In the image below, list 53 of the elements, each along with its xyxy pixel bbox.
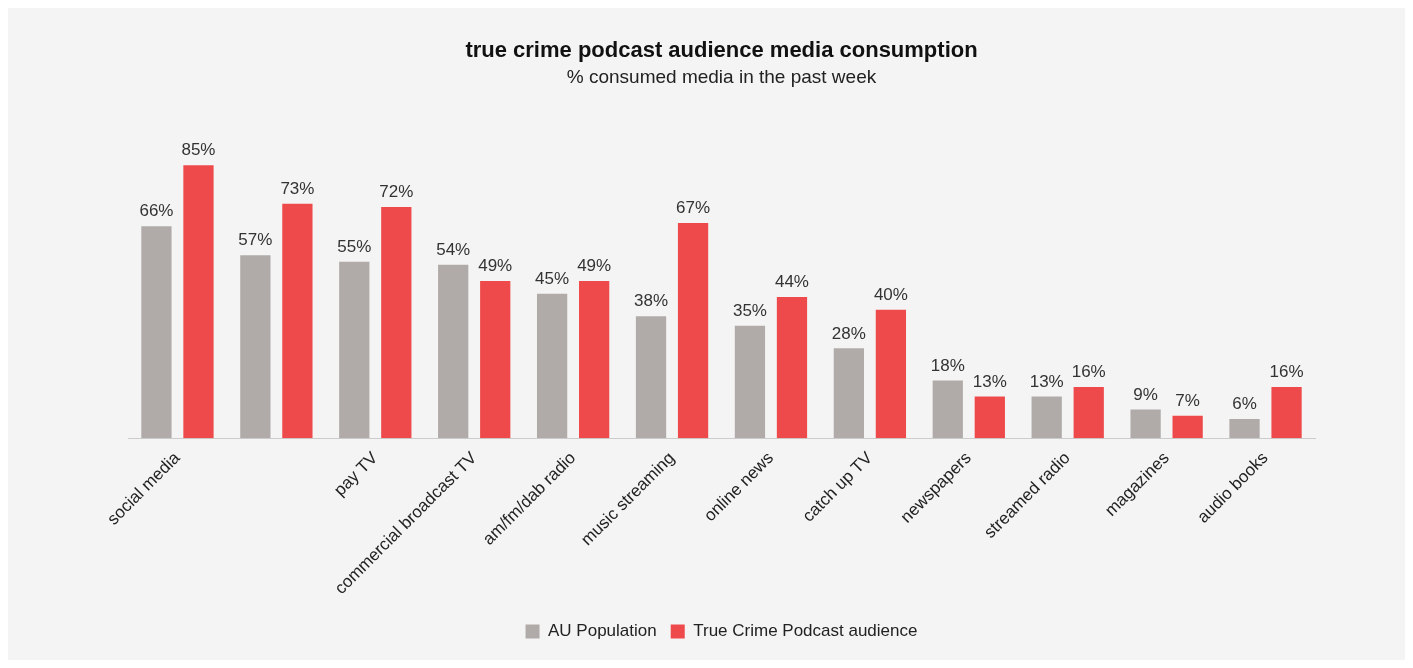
- data-label: 49%: [478, 256, 513, 276]
- bar: [932, 380, 963, 439]
- bar: [183, 165, 214, 439]
- data-label: 44%: [774, 272, 809, 292]
- bar: [734, 325, 766, 439]
- data-label: 18%: [930, 355, 965, 375]
- data-label: 13%: [1029, 371, 1064, 391]
- data-label: 16%: [1071, 362, 1106, 382]
- data-label: 6%: [1232, 394, 1257, 414]
- bar: [1172, 415, 1203, 439]
- bar: [240, 255, 271, 439]
- data-label: 85%: [181, 140, 216, 160]
- bar: [480, 280, 511, 439]
- bar: [1229, 419, 1260, 439]
- data-label: 16%: [1269, 362, 1304, 382]
- data-label: 72%: [379, 182, 414, 202]
- legend-label: AU Population: [548, 621, 657, 641]
- chart-title: true crime podcast audience media consumption: [465, 37, 978, 63]
- chart-subtitle: % consumed media in the past week: [566, 66, 877, 88]
- data-label: 9%: [1133, 384, 1158, 404]
- data-label: 54%: [436, 240, 471, 260]
- bar: [974, 396, 1005, 439]
- data-label: 55%: [337, 236, 372, 256]
- bar: [1031, 396, 1062, 439]
- data-label: 67%: [676, 198, 711, 218]
- data-label: 57%: [238, 230, 273, 250]
- bar: [677, 223, 709, 439]
- data-label: 35%: [732, 301, 767, 321]
- x-tick-label: pay TV: [330, 447, 382, 500]
- data-label: 40%: [873, 285, 908, 304]
- bar: [381, 207, 412, 439]
- bar: [536, 293, 568, 439]
- data-label: 7%: [1175, 391, 1200, 410]
- bar: [875, 309, 907, 439]
- bar: [776, 296, 808, 439]
- data-label: 28%: [831, 323, 866, 343]
- bar: [1073, 386, 1104, 439]
- data-label: 73%: [280, 178, 315, 198]
- bar: [438, 264, 469, 439]
- bar: [282, 203, 313, 439]
- bar: [339, 261, 370, 439]
- data-label: 13%: [972, 371, 1007, 391]
- data-label: 49%: [577, 256, 612, 276]
- bar: [635, 316, 667, 439]
- bar: [579, 280, 610, 439]
- legend-label: True Crime Podcast audience: [693, 621, 918, 641]
- bar: [141, 226, 172, 439]
- data-label: 45%: [535, 268, 570, 288]
- bar: [1130, 409, 1161, 439]
- bar: [833, 348, 864, 439]
- bar: [1271, 386, 1302, 439]
- data-label: 66%: [139, 201, 174, 221]
- data-label: 38%: [634, 291, 669, 311]
